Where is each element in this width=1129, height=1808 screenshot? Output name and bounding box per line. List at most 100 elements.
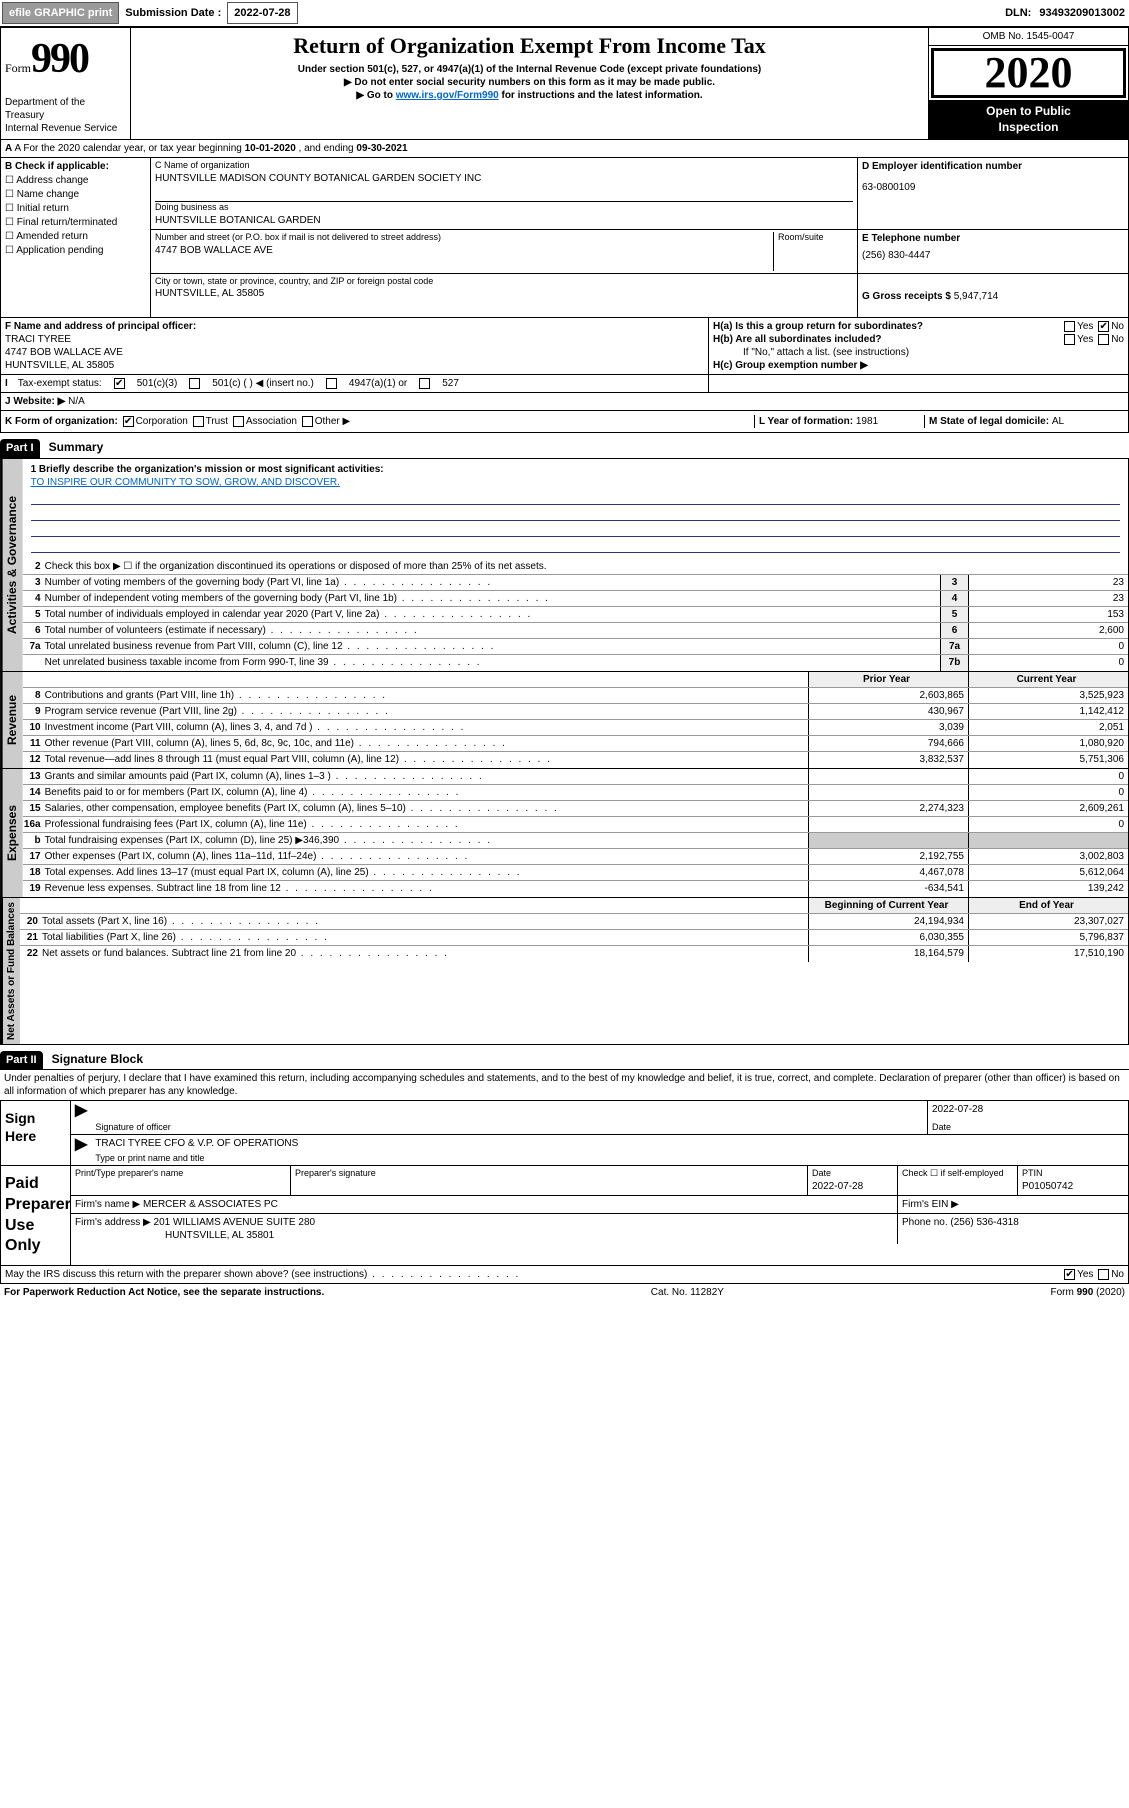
firm-ein: Firm's EIN ▶ — [898, 1196, 1128, 1213]
table-row: 22 Net assets or fund balances. Subtract… — [20, 946, 1128, 962]
chk-initial-return[interactable]: ☐ Initial return — [5, 202, 146, 215]
box-b: B Check if applicable: ☐ Address change … — [1, 158, 151, 317]
chk-final-return[interactable]: ☐ Final return/terminated — [5, 216, 146, 229]
box-f: F Name and address of principal officer:… — [1, 318, 708, 374]
table-row: 4 Number of independent voting members o… — [23, 591, 1128, 607]
current-year-header: Current Year — [968, 672, 1128, 687]
table-row: 11 Other revenue (Part VIII, column (A),… — [23, 736, 1128, 752]
table-row: 7a Total unrelated business revenue from… — [23, 639, 1128, 655]
box-g: G Gross receipts $ 5,947,714 — [858, 274, 1128, 318]
subtitle-2: ▶ Do not enter social security numbers o… — [135, 76, 924, 89]
chk-name-change[interactable]: ☐ Name change — [5, 188, 146, 201]
header-mid: Return of Organization Exempt From Incom… — [131, 28, 928, 139]
discuss-yes[interactable] — [1064, 1269, 1075, 1280]
box-e: E Telephone number (256) 830-4447 — [858, 230, 1128, 274]
subtitle-3: ▶ Go to www.irs.gov/Form990 for instruct… — [135, 89, 924, 102]
table-row: 10 Investment income (Part VIII, column … — [23, 720, 1128, 736]
year-formation: 1981 — [856, 416, 878, 427]
box-d: D Employer identification number 63-0800… — [858, 158, 1128, 229]
city-state-zip: HUNTSVILLE, AL 35805 — [155, 287, 853, 300]
chk-other[interactable] — [302, 416, 313, 427]
omb-number: OMB No. 1545-0047 — [929, 28, 1128, 46]
prep-date: 2022-07-28 — [812, 1180, 893, 1193]
row-k: K Form of organization: Corporation Trus… — [0, 411, 1129, 433]
line-2-text: Check this box ▶ ☐ if the organization d… — [45, 559, 1128, 574]
sign-here-label: Sign Here — [1, 1101, 71, 1165]
table-row: 18 Total expenses. Add lines 13–17 (must… — [23, 865, 1128, 881]
box-c-name: C Name of organization HUNTSVILLE MADISO… — [151, 158, 858, 229]
chk-527[interactable] — [419, 378, 430, 389]
tab-revenue: Revenue — [1, 672, 23, 768]
table-row: 6 Total number of volunteers (estimate i… — [23, 623, 1128, 639]
part-i-header: Part I — [0, 439, 40, 457]
section-b-g: B Check if applicable: ☐ Address change … — [0, 158, 1129, 318]
form-word: Form — [5, 61, 31, 75]
sign-here-section: Sign Here ▶ Signature of officer 2022-07… — [0, 1100, 1129, 1166]
table-row: 19 Revenue less expenses. Subtract line … — [23, 881, 1128, 897]
section-governance: Activities & Governance 1 Briefly descri… — [0, 458, 1129, 672]
row-j: J Website: ▶ N/A — [0, 393, 1129, 411]
line-1-label: 1 Briefly describe the organization's mi… — [31, 464, 384, 475]
efile-button[interactable]: efile GRAPHIC print — [2, 2, 119, 24]
chk-4947[interactable] — [326, 378, 337, 389]
chk-501c3[interactable] — [114, 378, 125, 389]
end-year-header: End of Year — [968, 898, 1128, 913]
section-net-assets: Net Assets or Fund Balances Beginning of… — [0, 898, 1129, 1045]
dln-label: DLN: — [1003, 6, 1033, 20]
form-title: Return of Organization Exempt From Incom… — [135, 32, 924, 61]
table-row: 14 Benefits paid to or for members (Part… — [23, 785, 1128, 801]
tab-net-assets: Net Assets or Fund Balances — [1, 898, 20, 1044]
chk-trust[interactable] — [193, 416, 204, 427]
section-expenses: Expenses 13 Grants and similar amounts p… — [0, 769, 1129, 898]
box-c-city: City or town, state or province, country… — [151, 274, 858, 318]
chk-amended[interactable]: ☐ Amended return — [5, 230, 146, 243]
form-number: 990 — [31, 36, 88, 82]
paid-preparer-label: Paid Preparer Use Only — [1, 1166, 71, 1265]
chk-address-change[interactable]: ☐ Address change — [5, 174, 146, 187]
irs-link[interactable]: www.irs.gov/Form990 — [396, 90, 499, 101]
table-row: 16a Professional fundraising fees (Part … — [23, 817, 1128, 833]
firm-address: 201 WILLIAMS AVENUE SUITE 280 — [154, 1217, 316, 1228]
table-row: 12 Total revenue—add lines 8 through 11 … — [23, 752, 1128, 768]
header-right: OMB No. 1545-0047 2020 Open to PublicIns… — [928, 28, 1128, 139]
box-c-addr: Number and street (or P.O. box if mail i… — [151, 230, 858, 274]
officer-printed-name: TRACI TYREE CFO & V.P. OF OPERATIONS — [95, 1137, 1124, 1150]
row-i: I Tax-exempt status: 501(c)(3) 501(c) ( … — [0, 375, 1129, 393]
page-footer: For Paperwork Reduction Act Notice, see … — [0, 1284, 1129, 1301]
table-row: 9 Program service revenue (Part VIII, li… — [23, 704, 1128, 720]
state-domicile: AL — [1052, 416, 1064, 427]
chk-501c[interactable] — [189, 378, 200, 389]
table-row: b Total fundraising expenses (Part IX, c… — [23, 833, 1128, 849]
org-name: HUNTSVILLE MADISON COUNTY BOTANICAL GARD… — [155, 172, 853, 185]
dba-name: HUNTSVILLE BOTANICAL GARDEN — [155, 214, 853, 227]
prior-year-header: Prior Year — [808, 672, 968, 687]
part-ii-header: Part II — [0, 1051, 43, 1069]
form-header: Form990 Department of the Treasury Inter… — [0, 27, 1129, 140]
self-employed-check[interactable]: Check ☐ if self-employed — [898, 1166, 1018, 1195]
top-bar: efile GRAPHIC print Submission Date : 20… — [0, 0, 1129, 27]
box-b-header: B Check if applicable: — [5, 161, 109, 172]
subdate-label: Submission Date : — [123, 6, 223, 20]
row-f-h: F Name and address of principal officer:… — [0, 318, 1129, 375]
open-public: Open to PublicInspection — [929, 100, 1128, 139]
line-a: A A For the 2020 calendar year, or tax y… — [0, 140, 1129, 158]
paid-preparer-section: Paid Preparer Use Only Print/Type prepar… — [0, 1166, 1129, 1266]
part-i: Part I Summary — [0, 433, 1129, 457]
section-revenue: Revenue Prior Year Current Year 8 Contri… — [0, 672, 1129, 769]
ptin-value: P01050742 — [1022, 1180, 1124, 1193]
beginning-year-header: Beginning of Current Year — [808, 898, 968, 913]
phone-value: (256) 830-4447 — [862, 249, 1124, 262]
ein-value: 63-0800109 — [862, 181, 1124, 194]
chk-app-pending[interactable]: ☐ Application pending — [5, 244, 146, 257]
chk-corp[interactable] — [123, 416, 134, 427]
table-row: 5 Total number of individuals employed i… — [23, 607, 1128, 623]
tab-governance: Activities & Governance — [1, 459, 23, 671]
discuss-no[interactable] — [1098, 1269, 1109, 1280]
subdate-button[interactable]: 2022-07-28 — [227, 2, 297, 24]
firm-name: MERCER & ASSOCIATES PC — [143, 1199, 278, 1210]
chk-assoc[interactable] — [233, 416, 244, 427]
table-row: 20 Total assets (Part X, line 16) 24,194… — [20, 914, 1128, 930]
cat-number: Cat. No. 11282Y — [651, 1286, 724, 1299]
arrow-icon: ▶ — [71, 1101, 91, 1134]
gross-receipts: 5,947,714 — [954, 291, 999, 302]
